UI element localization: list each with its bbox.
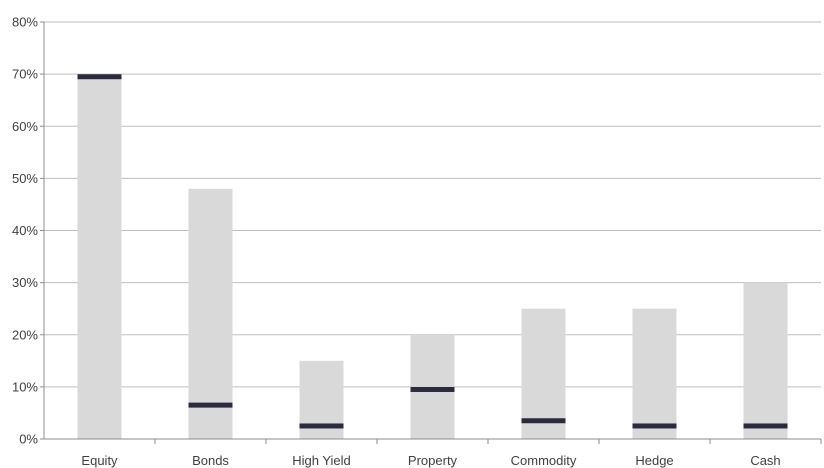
range-bar-bonds [188, 188, 233, 439]
marker-hedge [632, 423, 677, 429]
range-bar-property [410, 334, 455, 439]
marker-commodity [521, 418, 566, 424]
marker-equity [77, 74, 122, 80]
range-bar-cash [743, 282, 788, 439]
x-category-label: Equity [81, 453, 118, 468]
x-category-label: Property [408, 453, 458, 468]
range-bar-commodity [521, 308, 566, 439]
y-axis-tick-labels: 0% 10% 20% 30% 40% 50% 60% 70% 80% [12, 15, 38, 447]
x-category-label: Cash [750, 453, 780, 468]
y-tick-label: 60% [12, 119, 38, 134]
y-tick-label: 0% [19, 432, 38, 447]
y-tick-label: 10% [12, 379, 38, 394]
marker-cash [743, 423, 788, 429]
y-tick-label: 70% [12, 67, 38, 82]
range-bar-equity [77, 74, 122, 439]
x-category-label: Hedge [635, 453, 673, 468]
range-bar-hedge [632, 308, 677, 439]
marker-high-yield [299, 423, 344, 429]
x-category-label: High Yield [292, 453, 351, 468]
x-category-label: Commodity [511, 453, 577, 468]
y-tick-label: 50% [12, 171, 38, 186]
x-category-label: Bonds [192, 453, 229, 468]
y-tick-label: 20% [12, 327, 38, 342]
y-tick-label: 80% [12, 15, 38, 30]
y-tick-label: 30% [12, 275, 38, 290]
range-bars [77, 74, 788, 439]
marker-bonds [188, 402, 233, 408]
y-tick-label: 40% [12, 223, 38, 238]
axes [40, 21, 822, 444]
marker-property [410, 386, 455, 392]
gridlines [44, 21, 821, 388]
x-axis-category-labels: Equity Bonds High Yield Property Commodity He… [81, 453, 780, 468]
marker-lines [77, 74, 788, 429]
